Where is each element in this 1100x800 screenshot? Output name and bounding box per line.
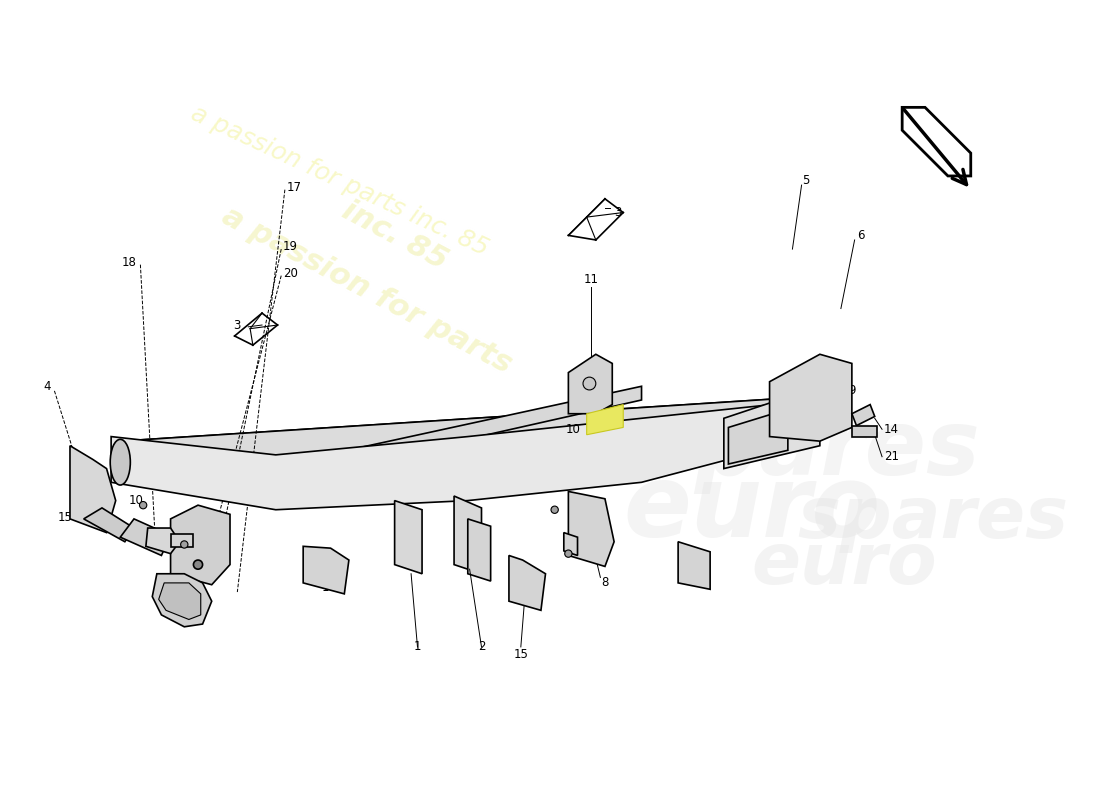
Circle shape [551, 506, 559, 514]
Polygon shape [84, 508, 134, 542]
Polygon shape [564, 533, 578, 555]
Polygon shape [569, 491, 614, 566]
Polygon shape [468, 519, 491, 581]
Polygon shape [395, 501, 422, 574]
Circle shape [140, 502, 146, 509]
Text: inc. 85: inc. 85 [337, 195, 452, 275]
Polygon shape [728, 409, 788, 464]
Polygon shape [509, 555, 546, 610]
Circle shape [564, 550, 572, 558]
Text: 6: 6 [857, 229, 865, 242]
Text: 13: 13 [468, 538, 483, 551]
Text: 16: 16 [321, 581, 337, 594]
Text: euro: euro [624, 462, 880, 558]
Text: 10: 10 [129, 494, 143, 507]
Text: spares: spares [798, 484, 1068, 554]
Text: 12: 12 [184, 569, 199, 582]
Text: 18: 18 [122, 256, 136, 270]
Text: 3: 3 [233, 318, 241, 331]
Text: a passion for parts: a passion for parts [218, 202, 517, 379]
Polygon shape [770, 354, 851, 441]
Polygon shape [678, 542, 711, 590]
Text: 21: 21 [884, 450, 899, 463]
Text: 20: 20 [283, 267, 298, 280]
Text: 3: 3 [614, 206, 622, 219]
Text: 17: 17 [287, 182, 301, 194]
Text: a passion for parts inc. 85: a passion for parts inc. 85 [187, 101, 493, 260]
Polygon shape [454, 496, 482, 574]
Polygon shape [70, 446, 116, 533]
Circle shape [194, 560, 202, 569]
Text: 9: 9 [848, 384, 856, 398]
Text: 8: 8 [602, 576, 608, 590]
Polygon shape [276, 386, 641, 482]
Polygon shape [152, 574, 211, 626]
Ellipse shape [110, 439, 130, 485]
Text: 4: 4 [43, 380, 51, 393]
Polygon shape [111, 400, 815, 510]
Text: 16: 16 [688, 572, 702, 585]
Ellipse shape [805, 395, 825, 438]
Bar [170, 534, 194, 547]
Circle shape [180, 541, 188, 548]
Polygon shape [724, 386, 820, 469]
Text: 15: 15 [514, 648, 528, 661]
Text: 14: 14 [884, 422, 899, 436]
Text: 10: 10 [565, 544, 581, 558]
Polygon shape [120, 519, 170, 555]
Text: euro: euro [751, 530, 937, 599]
Polygon shape [304, 546, 349, 594]
Text: 19: 19 [283, 240, 298, 253]
Text: spares: spares [641, 406, 980, 494]
Bar [851, 426, 878, 437]
Polygon shape [170, 505, 230, 585]
Polygon shape [120, 396, 815, 482]
Polygon shape [851, 405, 874, 426]
Text: 1: 1 [414, 641, 421, 654]
Polygon shape [586, 405, 624, 434]
Polygon shape [146, 528, 179, 554]
Text: 15: 15 [58, 510, 73, 523]
Text: 10: 10 [565, 422, 581, 436]
Polygon shape [158, 583, 200, 619]
Text: 5: 5 [803, 174, 810, 187]
Polygon shape [569, 354, 613, 414]
Text: 2: 2 [477, 641, 485, 654]
Circle shape [583, 377, 596, 390]
Text: 11: 11 [584, 273, 598, 286]
